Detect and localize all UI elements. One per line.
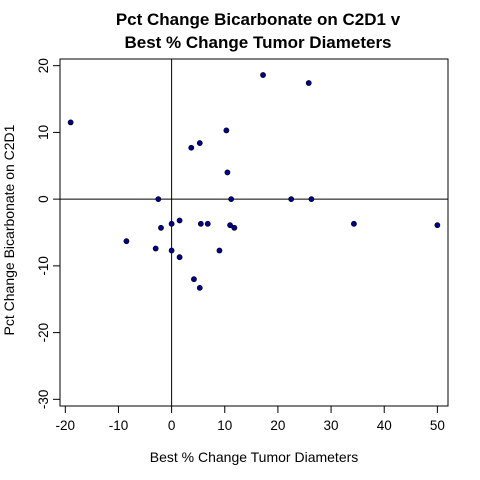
data-point xyxy=(67,119,74,126)
x-tick-label: 40 xyxy=(377,418,392,433)
data-point xyxy=(188,144,195,151)
y-tick-label: 20 xyxy=(36,58,51,73)
x-tick-label: -10 xyxy=(109,418,129,433)
data-point xyxy=(176,217,183,224)
data-point xyxy=(308,196,315,203)
data-point xyxy=(168,220,175,227)
data-point xyxy=(288,196,295,203)
x-tick-label: 10 xyxy=(217,418,232,433)
x-tick-label: 0 xyxy=(168,418,176,433)
x-tick-label: 50 xyxy=(430,418,445,433)
data-point xyxy=(224,169,231,176)
data-point xyxy=(351,220,357,227)
data-point xyxy=(176,254,183,261)
data-point xyxy=(223,127,230,134)
x-axis-label: Best % Change Tumor Diameters xyxy=(150,449,359,465)
y-tick-label: -10 xyxy=(36,256,51,276)
chart-title-line-1: Pct Change Bicarbonate on C2D1 v xyxy=(116,10,401,29)
data-point xyxy=(227,222,233,229)
data-point xyxy=(168,247,175,254)
data-point xyxy=(123,238,130,245)
y-tick-label: 0 xyxy=(36,195,51,203)
data-point xyxy=(196,140,203,146)
data-point xyxy=(216,247,223,254)
data-point xyxy=(191,276,197,283)
x-tick-label: 30 xyxy=(324,418,339,433)
plot-frame xyxy=(59,58,449,407)
y-axis: -30 -20 -10 0 10 20 xyxy=(36,58,61,410)
x-axis: -20 -10 0 10 20 30 40 50 xyxy=(56,405,445,433)
y-tick-label: -20 xyxy=(36,323,51,343)
y-axis-label: Pct Change Bicarbonate on C2D1 xyxy=(1,124,17,335)
data-point xyxy=(196,284,203,291)
y-tick-label: 10 xyxy=(36,125,51,140)
x-tick-label: -20 xyxy=(56,418,76,433)
data-point xyxy=(228,196,235,203)
data-point xyxy=(231,224,238,231)
data-point xyxy=(305,80,312,86)
data-point xyxy=(204,220,211,227)
data-point xyxy=(155,196,162,203)
data-point xyxy=(197,220,204,227)
data-point xyxy=(152,245,159,252)
data-points xyxy=(67,72,441,291)
data-point xyxy=(260,72,266,78)
data-point xyxy=(434,222,441,229)
chart-title-line-2: Best % Change Tumor Diameters xyxy=(124,33,391,52)
data-point xyxy=(158,224,164,231)
y-tick-label: -30 xyxy=(36,390,51,410)
x-tick-label: 20 xyxy=(270,418,285,433)
